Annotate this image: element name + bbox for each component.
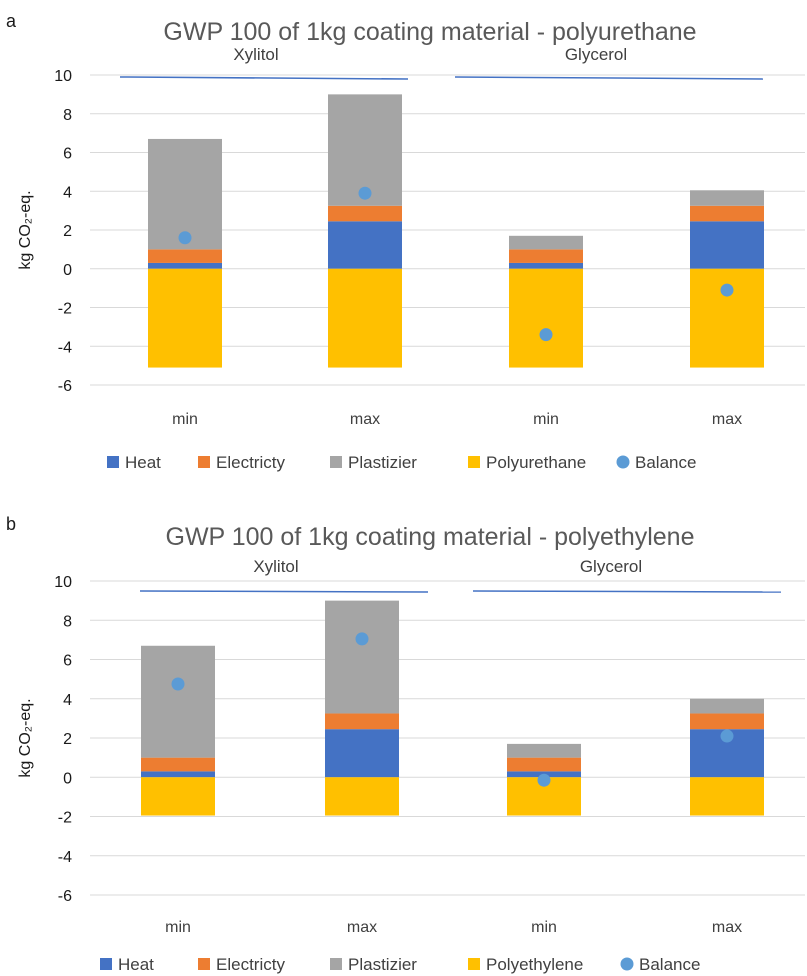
group-label: Glycerol bbox=[580, 557, 642, 576]
legend-label: Balance bbox=[635, 453, 696, 472]
x-category-label: max bbox=[350, 411, 380, 428]
panel-label: b bbox=[6, 514, 16, 534]
y-axis-label: kg CO₂-eq. bbox=[17, 190, 34, 269]
legend-label: Electricty bbox=[216, 955, 285, 974]
y-tick-label: 10 bbox=[54, 574, 72, 591]
group-bracket-line bbox=[119, 76, 409, 80]
balance-point-4 bbox=[720, 283, 734, 297]
legend-swatch-plastizier bbox=[330, 456, 342, 468]
group-label: Xylitol bbox=[233, 45, 278, 64]
y-tick-label: -6 bbox=[58, 378, 72, 395]
legend-swatch-heat bbox=[107, 456, 119, 468]
legend-label: Balance bbox=[639, 955, 700, 974]
legend-swatch-polyethylene bbox=[468, 958, 480, 970]
bar-electricty-4 bbox=[690, 713, 764, 730]
y-tick-label: -2 bbox=[58, 810, 72, 827]
balance-point-3 bbox=[539, 328, 553, 342]
y-tick-label: -6 bbox=[58, 888, 72, 905]
bar-plastizier-3 bbox=[509, 235, 583, 250]
bar-plastizier-2 bbox=[325, 600, 399, 714]
panel-label: a bbox=[6, 11, 17, 31]
x-category-label: max bbox=[347, 919, 377, 936]
bar-polyethylene-4 bbox=[690, 777, 764, 816]
y-axis-label: kg CO₂-eq. bbox=[17, 698, 34, 777]
group-label: Xylitol bbox=[253, 557, 298, 576]
chart-panel-a: a GWP 100 of 1kg coating material - polyu… bbox=[6, 11, 805, 472]
bar-plastizier-1 bbox=[141, 645, 215, 758]
group-bracket-line bbox=[454, 76, 764, 80]
x-category-label: max bbox=[712, 411, 742, 428]
x-category-label: min bbox=[531, 919, 557, 936]
legend-marker-balance bbox=[616, 455, 630, 469]
legend-label: Plastizier bbox=[348, 955, 417, 974]
bar-heat-4 bbox=[690, 221, 764, 269]
y-tick-label: -4 bbox=[58, 849, 72, 866]
bar-polyurethane-2 bbox=[328, 268, 402, 368]
bar-electricty-3 bbox=[509, 249, 583, 263]
chart-title: GWP 100 of 1kg coating material - polyur… bbox=[163, 18, 696, 46]
chart-panel-b: b GWP 100 of 1kg coating material - polye… bbox=[6, 514, 805, 974]
y-tick-label: 2 bbox=[63, 731, 72, 748]
bar-polyethylene-1 bbox=[141, 777, 215, 816]
legend-swatch-electricty bbox=[198, 958, 210, 970]
group-bracket-line bbox=[472, 590, 782, 593]
y-tick-label: 2 bbox=[63, 223, 72, 240]
y-tick-label: 6 bbox=[63, 146, 72, 163]
legend-label: Polyurethane bbox=[486, 453, 586, 472]
balance-point-2 bbox=[355, 632, 369, 646]
x-category-label: max bbox=[712, 919, 742, 936]
legend-label: Plastizier bbox=[348, 453, 417, 472]
bar-plastizier-3 bbox=[507, 743, 581, 758]
bar-heat-3 bbox=[509, 262, 583, 269]
bar-heat-1 bbox=[148, 262, 222, 269]
x-category-label: min bbox=[172, 411, 198, 428]
legend-label: Heat bbox=[118, 955, 154, 974]
group-label: Glycerol bbox=[565, 45, 627, 64]
x-category-label: min bbox=[165, 919, 191, 936]
legend-marker-balance bbox=[620, 957, 634, 971]
balance-point-3 bbox=[537, 773, 551, 787]
y-tick-label: 0 bbox=[63, 770, 72, 787]
bar-electricty-4 bbox=[690, 205, 764, 222]
bar-polyurethane-3 bbox=[509, 268, 583, 368]
y-tick-label: -4 bbox=[58, 339, 72, 356]
group-bracket-line bbox=[139, 590, 429, 593]
bar-polyethylene-2 bbox=[325, 777, 399, 816]
bar-plastizier-1 bbox=[148, 138, 222, 250]
y-tick-label: 10 bbox=[54, 68, 72, 85]
legend-label: Polyethylene bbox=[486, 955, 583, 974]
y-tick-label: -2 bbox=[58, 301, 72, 318]
bar-electricty-3 bbox=[507, 757, 581, 772]
legend-swatch-electricty bbox=[198, 456, 210, 468]
bar-heat-2 bbox=[325, 729, 399, 778]
bar-heat-2 bbox=[328, 221, 402, 269]
y-tick-label: 6 bbox=[63, 653, 72, 670]
chart-title: GWP 100 of 1kg coating material - polyet… bbox=[166, 523, 695, 551]
y-tick-label: 4 bbox=[63, 692, 72, 709]
bar-plastizier-4 bbox=[690, 190, 764, 206]
legend-swatch-plastizier bbox=[330, 958, 342, 970]
legend-swatch-heat bbox=[100, 958, 112, 970]
y-tick-label: 0 bbox=[63, 262, 72, 279]
bar-electricty-2 bbox=[325, 713, 399, 730]
bar-heat-1 bbox=[141, 771, 215, 778]
x-category-label: min bbox=[533, 411, 559, 428]
bar-plastizier-4 bbox=[690, 698, 764, 714]
y-tick-label: 8 bbox=[63, 107, 72, 124]
balance-point-4 bbox=[720, 729, 734, 743]
bar-electricty-1 bbox=[141, 757, 215, 772]
bar-electricty-2 bbox=[328, 205, 402, 222]
legend-label: Heat bbox=[125, 453, 161, 472]
y-tick-label: 8 bbox=[63, 613, 72, 630]
bar-electricty-1 bbox=[148, 249, 222, 263]
legend-swatch-polyurethane bbox=[468, 456, 480, 468]
balance-point-1 bbox=[178, 231, 192, 245]
balance-point-1 bbox=[171, 677, 185, 691]
legend-label: Electricty bbox=[216, 453, 285, 472]
bar-polyurethane-1 bbox=[148, 268, 222, 368]
balance-point-2 bbox=[358, 186, 372, 200]
y-tick-label: 4 bbox=[63, 184, 72, 201]
